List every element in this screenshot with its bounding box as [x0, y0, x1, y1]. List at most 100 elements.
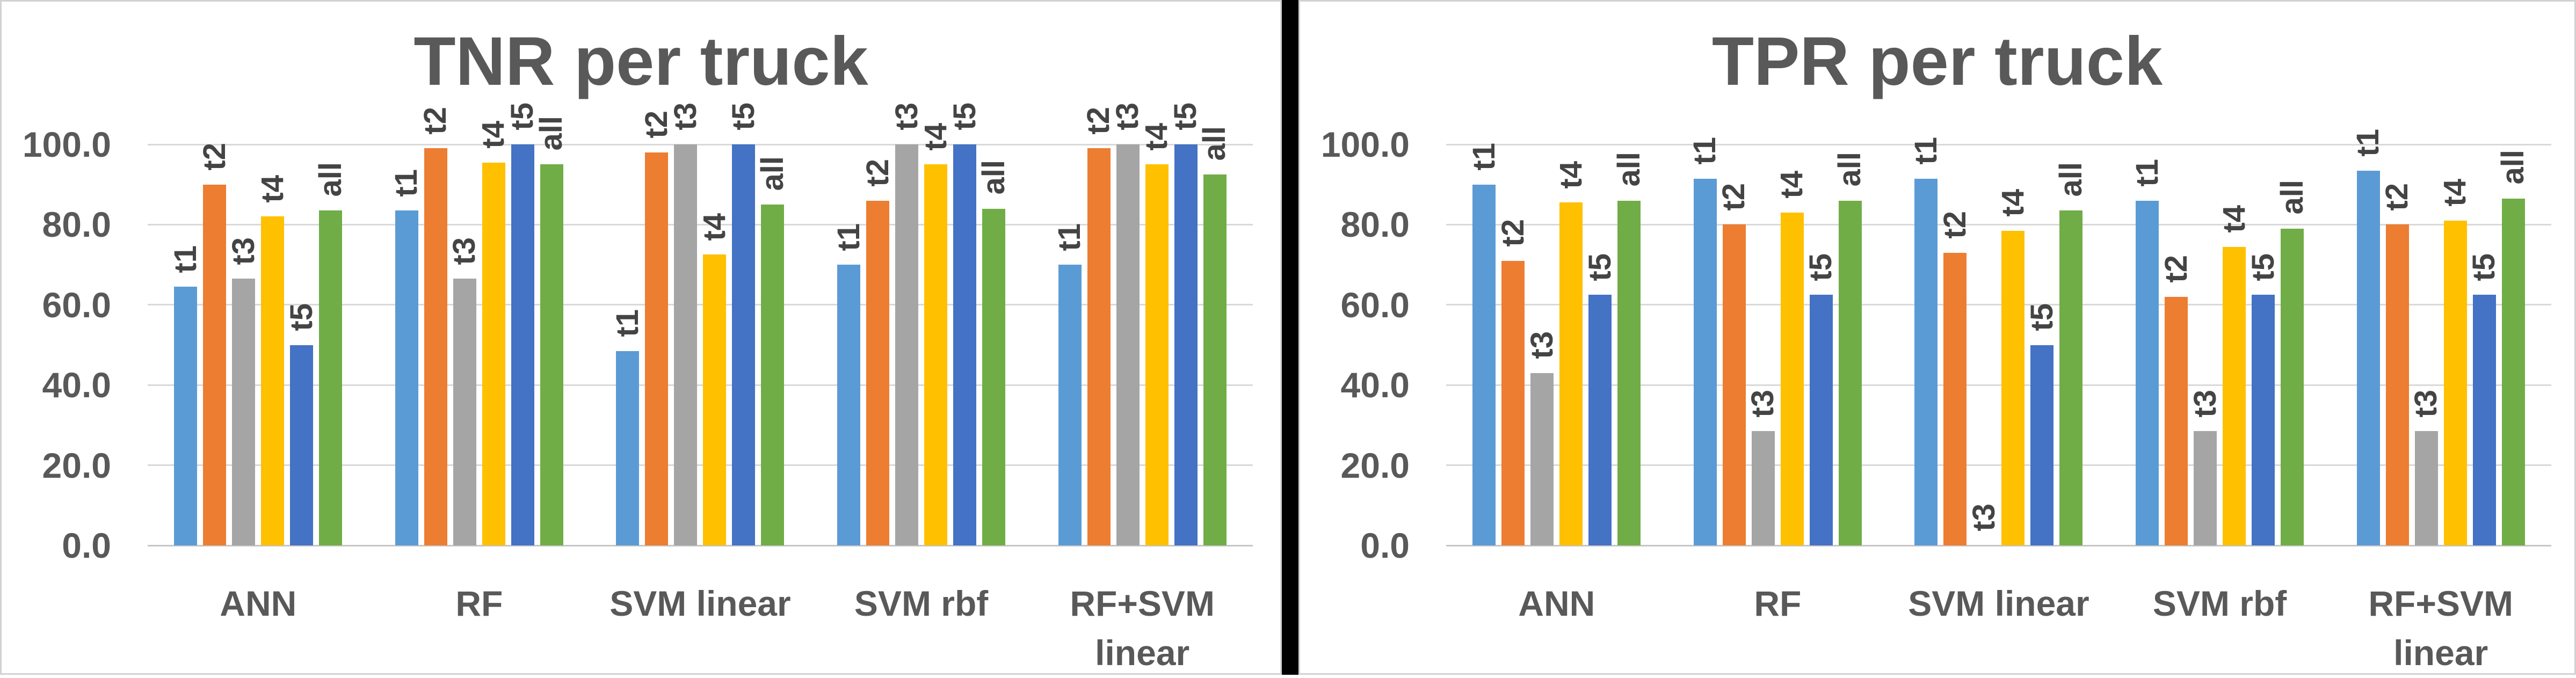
tpr-chart-panel: TPR per truck 100.0 80.0 60.0 40.0 20.0 0.0 t… — [1298, 0, 2576, 675]
bar-slot-t3: t3 — [226, 144, 261, 545]
bar-series-label: t5 — [284, 303, 319, 331]
t2-bar — [1087, 148, 1111, 545]
bar-series-label: t2 — [418, 106, 453, 135]
t3-bar — [2194, 431, 2217, 545]
t1-bar — [1472, 184, 1496, 545]
gridline — [1446, 223, 2551, 225]
bar-series-label: t4 — [255, 174, 290, 203]
bar-slot-t2: t2 — [1938, 144, 1972, 545]
bar-series-label: all — [2053, 162, 2088, 197]
t1-bar — [174, 287, 198, 545]
t4-bar — [2223, 246, 2246, 545]
bar-series-label: t1 — [2129, 159, 2165, 187]
bar-series-label: t4 — [1774, 171, 1810, 199]
y-tick-label: 20.0 — [42, 445, 111, 485]
bar-series-label: t3 — [667, 103, 703, 130]
bar-slot-t4: t4 — [1774, 144, 1809, 545]
bar-group-rf-svm-linear: t1 t2 t3 t4 t5 all — [1032, 103, 1253, 545]
t2-bar — [424, 148, 447, 545]
bar-slot-t2: t2 — [639, 111, 674, 545]
category-label: RF — [455, 584, 503, 623]
t5-bar — [1809, 295, 1833, 545]
bar-slot-all: all — [2275, 144, 2310, 545]
bar-series-label: all — [2495, 150, 2531, 185]
t4-bar — [1145, 164, 1169, 545]
bar-slot-all: all — [313, 144, 348, 545]
bar-group-svm-rbf: t1 t2 t3 t4 t5 all — [2109, 144, 2331, 545]
bar-slot-t3: t3 — [1525, 144, 1559, 545]
bar-slot-t1: t1 — [2350, 129, 2385, 545]
bar-series-label: t4 — [696, 213, 732, 241]
bar-slot-t2: t2 — [1081, 107, 1116, 545]
bar-series-label: t3 — [889, 103, 924, 130]
t1-bar — [395, 210, 418, 545]
t3-bar — [674, 144, 698, 545]
bar-series-label: all — [534, 115, 569, 151]
bar-series-label: t3 — [226, 237, 261, 265]
bar-slot-t5: t5 — [1803, 144, 1838, 545]
bar-series-label: t3 — [2408, 389, 2444, 418]
bar-series-label: all — [313, 162, 348, 197]
y-tick-label: 60.0 — [1340, 285, 1410, 325]
bar-series-label: t5 — [2466, 253, 2502, 281]
bar-series-label: t2 — [197, 143, 232, 171]
t5-bar — [2030, 345, 2054, 545]
category-label: ANN — [1518, 584, 1595, 623]
bar-slot-t4: t4 — [1996, 144, 2030, 545]
bar-series-label: t5 — [1582, 253, 1617, 281]
t5-bar — [290, 345, 314, 545]
bar-group-ann: t1 t2 t3 t4 t5 all — [1446, 143, 1667, 545]
bar-series-label: t1 — [1466, 143, 1501, 171]
bar-slot-t1: t1 — [2130, 144, 2165, 545]
bar-slot-t5: t5 — [284, 144, 319, 545]
bar-slot-t2: t2 — [2159, 144, 2194, 545]
bar-slot-t1: t1 — [1467, 143, 1501, 545]
category-label: SVM linear — [1908, 584, 2089, 623]
bar-series-label: t1 — [389, 169, 424, 197]
category-label: SVM rbf — [854, 584, 989, 623]
t2-bar — [1722, 224, 1746, 545]
gridline — [148, 223, 1253, 225]
gridline — [1446, 544, 2551, 546]
x-axis-tpr: ANN RF SVM linear SVM rbf RF+SVM linear — [1446, 579, 2551, 678]
all-bar — [982, 208, 1006, 545]
t3-bar — [1116, 144, 1140, 545]
all-bar — [1203, 174, 1227, 545]
gridline — [148, 384, 1253, 386]
category-label: SVM linear — [609, 584, 791, 623]
t4-bar — [2001, 230, 2025, 545]
bar-group-svm-linear: t1 t2 t3 t4 t5 all — [1888, 137, 2109, 545]
bar-series-label: t2 — [2158, 255, 2194, 283]
t3-bar — [453, 279, 476, 545]
t1-bar — [2356, 170, 2380, 545]
bar-series-label: t2 — [860, 159, 895, 187]
bar-slot-t4: t4 — [918, 123, 953, 545]
t4-bar — [1780, 213, 1804, 545]
y-tick-label: 0.0 — [1360, 526, 1410, 565]
bar-slot-all: all — [976, 144, 1011, 545]
t1-bar — [1058, 265, 1082, 545]
t2-bar — [645, 152, 669, 545]
bar-slot-all: all — [1612, 144, 1646, 545]
bar-groups-tpr: t1 t2 t3 t4 t5 all t1 t2 t3 t4 t5 all t1 t2 t3 t4 t5 all t… — [1446, 129, 2551, 545]
t4-bar — [1559, 202, 1583, 545]
bar-slot-t4: t4 — [2437, 144, 2472, 545]
bar-series-label: t1 — [831, 223, 866, 251]
bar-slot-t5: t5 — [2466, 144, 2501, 545]
bar-series-label: t5 — [2024, 303, 2059, 331]
y-tick-label: 60.0 — [42, 285, 111, 325]
plot-area-tpr: 100.0 80.0 60.0 40.0 20.0 0.0 t1 t2 t3 t4 t5 all t1… — [1321, 127, 2551, 673]
bar-group-ann: t1 t2 t3 t4 t5 all — [148, 143, 369, 545]
bar-slot-t5: t5 — [1583, 144, 1617, 545]
bar-slot-t3: t3 — [1745, 144, 1780, 545]
bar-series-label: t1 — [168, 245, 203, 273]
t1-bar — [1914, 178, 1938, 545]
t3-bar — [232, 279, 256, 545]
category-label: SVM rbf — [2152, 584, 2287, 623]
bar-series-label: t1 — [1908, 136, 1943, 165]
bar-slot-t4: t4 — [1139, 123, 1174, 545]
bar-slot-t2: t2 — [860, 144, 895, 545]
bar-series-label: t5 — [2245, 253, 2281, 281]
bar-group-rf-svm-linear: t1 t2 t3 t4 t5 all — [2330, 129, 2551, 545]
bar-slot-t3: t3 — [668, 103, 703, 545]
